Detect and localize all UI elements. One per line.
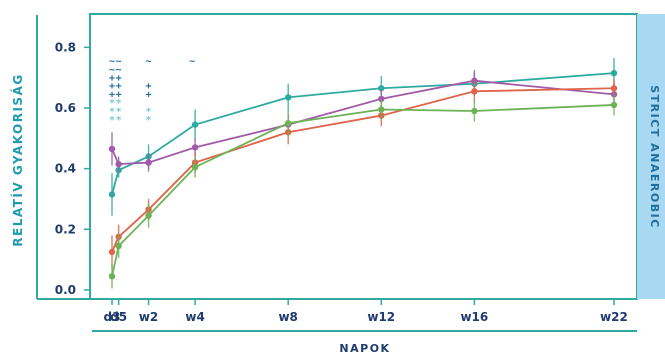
series-3 bbox=[108, 94, 618, 289]
data-point bbox=[378, 106, 385, 113]
series-line bbox=[111, 87, 615, 253]
significance-mark: * bbox=[109, 115, 115, 126]
x-tick-label: d5 bbox=[110, 310, 127, 324]
series-line bbox=[111, 104, 615, 277]
data-point bbox=[284, 119, 292, 127]
x-tick-label: d3 bbox=[104, 310, 121, 324]
y-tick-label: 0.2 bbox=[55, 222, 76, 236]
y-axis-title: RELATÍV GYAKORISÁG bbox=[10, 73, 25, 246]
y-tick-label: 0.0 bbox=[55, 283, 76, 297]
data-point bbox=[378, 85, 385, 92]
data-point bbox=[108, 191, 116, 198]
x-tick-label: w12 bbox=[367, 310, 395, 324]
x-tick-label: w22 bbox=[600, 310, 628, 324]
significance-mark: + bbox=[146, 90, 152, 101]
data-point bbox=[115, 160, 122, 168]
significance-mark: + bbox=[146, 81, 152, 92]
significance-mark: * bbox=[109, 98, 115, 109]
significance-mark: ~ bbox=[109, 64, 115, 75]
plot-frame bbox=[89, 13, 638, 300]
data-point bbox=[145, 159, 152, 166]
significance-marks: ~ ~ ~ ~~ ~+ ++ + ++ + +* ** * ** * * bbox=[109, 56, 195, 126]
significance-mark: ~ bbox=[146, 56, 152, 67]
data-point bbox=[191, 121, 199, 128]
data-point bbox=[471, 88, 478, 95]
data-point bbox=[108, 145, 116, 153]
data-point bbox=[115, 242, 122, 250]
data-point bbox=[610, 85, 618, 92]
x-tick-label: w2 bbox=[139, 310, 158, 324]
significance-mark: + bbox=[109, 81, 115, 92]
data-point bbox=[145, 212, 152, 219]
significance-mark: * bbox=[116, 98, 122, 109]
data-point bbox=[284, 94, 292, 101]
x-tick-label: w8 bbox=[278, 310, 297, 324]
significance-mark: + bbox=[116, 81, 122, 92]
data-point bbox=[108, 248, 116, 256]
band-label: STRICT ANAEROBIC bbox=[648, 85, 661, 229]
y-tick-label: 0.6 bbox=[55, 101, 76, 115]
strict-anaerobic-band bbox=[637, 14, 665, 299]
significance-mark: ~ bbox=[109, 56, 115, 67]
series-0 bbox=[108, 57, 618, 216]
data-point bbox=[191, 144, 199, 151]
significance-mark: ~ bbox=[116, 64, 122, 75]
significance-mark: ~ bbox=[116, 56, 122, 67]
data-point bbox=[610, 101, 618, 109]
significance-mark: * bbox=[116, 115, 122, 126]
significance-mark: * bbox=[146, 115, 152, 126]
data-point bbox=[471, 107, 478, 115]
significance-mark: * bbox=[109, 106, 115, 117]
significance-mark: + bbox=[109, 73, 115, 84]
series-2 bbox=[108, 79, 618, 269]
significance-mark: * bbox=[116, 106, 122, 117]
significance-mark: ~ bbox=[189, 56, 195, 67]
x-axis-title: NAPOK bbox=[339, 342, 390, 355]
significance-mark: + bbox=[116, 73, 122, 84]
x-tick-label: w16 bbox=[460, 310, 488, 324]
significance-mark: + bbox=[109, 90, 115, 101]
data-point bbox=[191, 163, 199, 171]
y-ticks: 0.0 0.2 0.4 0.6 0.8 bbox=[55, 40, 90, 297]
significance-mark: + bbox=[116, 90, 122, 101]
significance-mark: * bbox=[146, 106, 152, 117]
data-point bbox=[108, 273, 116, 280]
series-1 bbox=[108, 70, 618, 172]
data-point bbox=[610, 69, 618, 77]
y-tick-label: 0.8 bbox=[55, 40, 76, 54]
series-line bbox=[111, 79, 615, 166]
y-tick-label: 0.4 bbox=[55, 162, 76, 176]
series-group bbox=[108, 57, 618, 289]
x-tick-label: w4 bbox=[185, 310, 204, 324]
